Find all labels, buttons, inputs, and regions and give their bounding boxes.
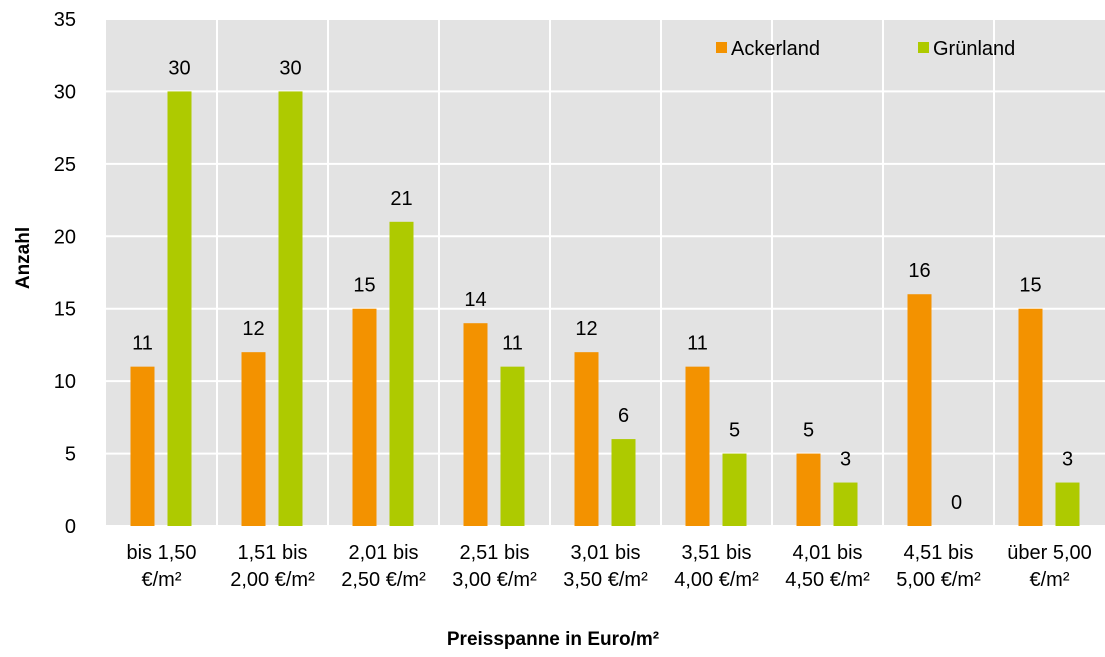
x-tick-label: 3,51 bis 4,00 €/m² <box>674 542 759 591</box>
data-label: 3 <box>840 449 851 471</box>
y-tick-label: 0 <box>65 516 76 538</box>
y-tick-label: 25 <box>54 154 76 176</box>
y-axis-ticks: 0 5 10 15 20 25 30 35 <box>54 9 76 538</box>
bar-grünland <box>278 91 303 526</box>
bar-grünland <box>722 453 747 526</box>
legend-swatch <box>716 42 727 53</box>
bars <box>130 91 1080 527</box>
x-tick-label: 3,01 bis 3,50 €/m² <box>563 542 648 591</box>
x-axis-ticks: bis 1,50 €/m² 1,51 bis 2,00 €/m² 2,01 bis 2,5… <box>126 542 1091 591</box>
y-tick-label: 30 <box>54 81 76 103</box>
data-label: 12 <box>242 318 264 340</box>
legend: Ackerland Grünland <box>716 38 1015 60</box>
x-tick-label: 2,51 bis 3,00 €/m² <box>452 542 537 591</box>
x-tick-label: 2,01 bis 2,50 €/m² <box>341 542 426 591</box>
y-tick-label: 15 <box>54 299 76 321</box>
y-tick-label: 20 <box>54 226 76 248</box>
x-axis-title: Preisspanne in Euro/m² <box>447 629 659 650</box>
data-label: 14 <box>464 289 486 311</box>
bar-ackerland <box>685 366 710 526</box>
data-label: 16 <box>908 260 930 282</box>
bar-grünland <box>611 439 636 526</box>
data-label: 21 <box>390 188 412 210</box>
bar-grünland <box>167 91 192 526</box>
bar-ackerland <box>574 352 599 526</box>
gridlines <box>106 18 1105 527</box>
bar-grünland <box>500 366 525 526</box>
x-tick-label: 4,51 bis 5,00 €/m² <box>896 542 981 591</box>
data-label: 11 <box>502 333 523 355</box>
data-label: 11 <box>132 333 153 355</box>
bar-ackerland <box>130 366 155 526</box>
bar-ackerland <box>241 352 266 526</box>
x-tick-label: 4,01 bis 4,50 €/m² <box>785 542 870 591</box>
data-label: 30 <box>168 57 190 79</box>
bar-ackerland <box>352 308 377 526</box>
data-label: 15 <box>1019 275 1041 297</box>
bar-ackerland <box>796 453 821 526</box>
x-tick-label: 1,51 bis 2,00 €/m² <box>230 542 315 591</box>
legend-swatch <box>918 42 929 53</box>
data-label: 30 <box>279 57 301 79</box>
bar-grünland <box>833 482 858 526</box>
data-label: 6 <box>618 405 629 427</box>
data-label: 15 <box>353 275 375 297</box>
legend-label: Ackerland <box>731 38 820 60</box>
data-label: 12 <box>575 318 597 340</box>
data-label: 0 <box>951 492 962 514</box>
y-tick-label: 10 <box>54 371 76 393</box>
legend-label: Grünland <box>933 38 1015 60</box>
bar-ackerland <box>907 294 932 526</box>
y-tick-label: 5 <box>65 444 76 466</box>
x-tick-label: über 5,00 €/m² <box>1007 542 1092 591</box>
y-axis-title: Anzahl <box>13 227 34 289</box>
data-label: 5 <box>729 420 740 442</box>
data-label: 11 <box>687 333 708 355</box>
bar-ackerland <box>463 323 488 526</box>
y-tick-label: 35 <box>54 9 76 31</box>
bar-grünland <box>389 221 414 527</box>
plot-area <box>106 19 1105 526</box>
bar-ackerland <box>1018 308 1043 526</box>
x-tick-label: bis 1,50 €/m² <box>126 542 196 591</box>
data-label: 5 <box>803 420 814 442</box>
data-label: 3 <box>1062 449 1073 471</box>
bar-grünland <box>1055 482 1080 526</box>
